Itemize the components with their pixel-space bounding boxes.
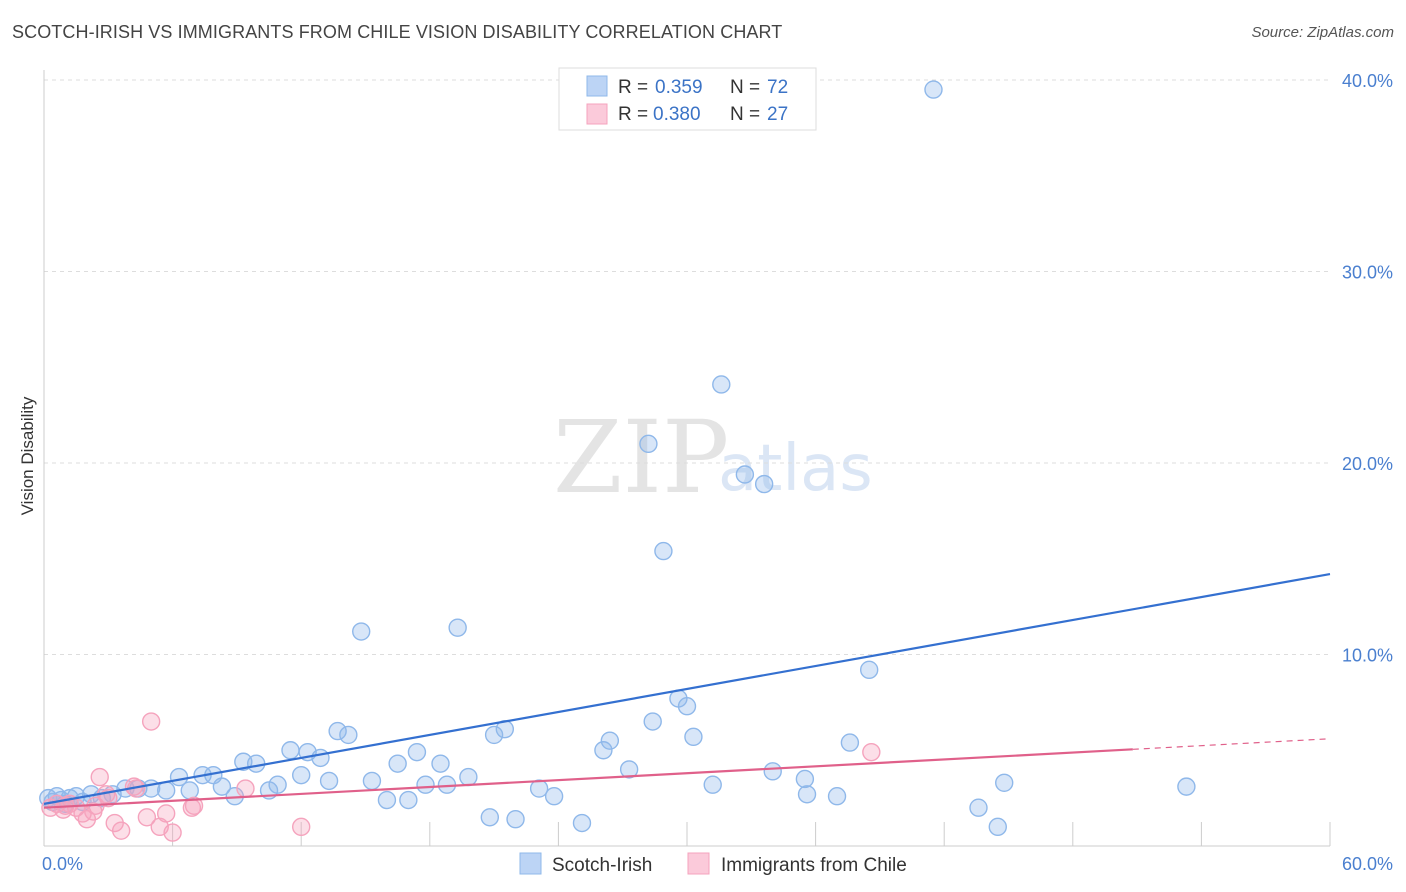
data-point [292, 765, 311, 785]
data-point [388, 754, 407, 773]
data-point [677, 697, 697, 716]
legend-r-label-2: R = [618, 104, 648, 125]
data-point [407, 742, 427, 762]
data-point [156, 804, 176, 823]
y-axis-label: Vision Disability [18, 396, 37, 515]
data-point [268, 775, 287, 794]
data-point [795, 769, 815, 789]
data-point [480, 808, 500, 827]
legend-box: R = 0.359 N = 72 R = 0.380 N = 27 [558, 67, 817, 131]
data-point [600, 731, 620, 750]
data-point [544, 787, 564, 806]
data-point [90, 767, 109, 787]
chart-source: Source: ZipAtlas.com [1251, 24, 1394, 41]
legend-r-value-1: 0.359 [655, 77, 703, 98]
legend-n-label-2: N = [730, 104, 760, 125]
data-point [763, 762, 782, 781]
data-point [339, 725, 358, 745]
data-point [399, 790, 418, 810]
legend-r-label-1: R = [618, 77, 648, 98]
bottom-legend: Scotch-Irish Immigrants from Chile [519, 852, 907, 876]
data-point [988, 817, 1007, 837]
data-point [448, 618, 467, 637]
data-point [754, 474, 774, 494]
trend-lines [43, 572, 1331, 809]
legend-n-label-1: N = [730, 77, 760, 98]
data-point [506, 809, 525, 829]
legend-n-value-2: 27 [767, 104, 788, 125]
data-point [292, 817, 311, 837]
data-point [995, 773, 1014, 793]
data-point [684, 727, 703, 747]
data-point [416, 775, 435, 794]
legend-swatch-scotch-irish [586, 75, 608, 97]
data-point [654, 541, 673, 561]
legend-n-value-1: 72 [767, 77, 788, 98]
data-point [137, 808, 157, 827]
bottom-legend-label-scotch-irish: Scotch-Irish [552, 855, 652, 876]
y-tick-label: 40.0% [1342, 71, 1393, 91]
data-point [862, 742, 881, 762]
trend-line [43, 748, 1133, 809]
data-point [141, 712, 161, 731]
data-point [362, 771, 382, 791]
data-point [735, 465, 755, 484]
x-tick-label-max: 60.0% [1342, 854, 1393, 874]
data-point [311, 748, 330, 768]
data-point [619, 760, 639, 779]
watermark-zip: ZIP [553, 399, 729, 516]
data-point [643, 712, 662, 731]
data-point [703, 775, 722, 794]
data-point [163, 823, 182, 842]
data-point [328, 721, 347, 741]
data-point [180, 781, 199, 800]
x-ticks [172, 822, 1331, 846]
trend-line-extension [1132, 738, 1331, 750]
data-point [352, 622, 371, 641]
grid-lines [44, 79, 1330, 655]
data-point [236, 779, 255, 798]
trend-line [43, 572, 1331, 805]
data-point [639, 434, 658, 454]
data-point [246, 754, 266, 773]
bottom-legend-swatch-scotch-irish [519, 852, 542, 875]
data-point [840, 733, 860, 752]
legend-r-value-2: 0.380 [653, 104, 701, 125]
bottom-legend-label-immigrants-from-chile: Immigrants from Chile [721, 855, 907, 876]
watermark-atlas: atlas [718, 432, 873, 506]
data-point [924, 80, 943, 99]
data-point [431, 754, 450, 773]
data-point [319, 771, 339, 791]
data-point [572, 813, 592, 833]
data-point [484, 725, 504, 745]
y-tick-label: 20.0% [1342, 454, 1393, 474]
data-point [184, 796, 204, 815]
data-point [529, 779, 549, 798]
data-point [377, 790, 397, 810]
data-point [459, 767, 478, 787]
data-point [859, 660, 879, 680]
data-point [827, 787, 847, 806]
legend-swatch-immigrants-from-chile [586, 103, 608, 125]
data-point [969, 798, 988, 817]
data-point [797, 785, 817, 804]
data-point [281, 741, 300, 760]
data-point [1177, 777, 1196, 796]
y-tick-label: 10.0% [1342, 646, 1393, 666]
data-point [594, 741, 613, 760]
y-tick-label: 30.0% [1342, 263, 1393, 283]
chart-title: SCOTCH-IRISH VS IMMIGRANTS FROM CHILE VI… [12, 22, 783, 42]
x-tick-label-min: 0.0% [42, 854, 83, 874]
data-point [156, 781, 176, 800]
y-tick-labels: 10.0% 20.0% 30.0% 40.0% [1342, 71, 1393, 666]
data-point [212, 777, 232, 796]
bottom-legend-swatch-immigrants-from-chile [687, 852, 710, 875]
data-point [712, 375, 731, 394]
data-point [111, 821, 131, 840]
